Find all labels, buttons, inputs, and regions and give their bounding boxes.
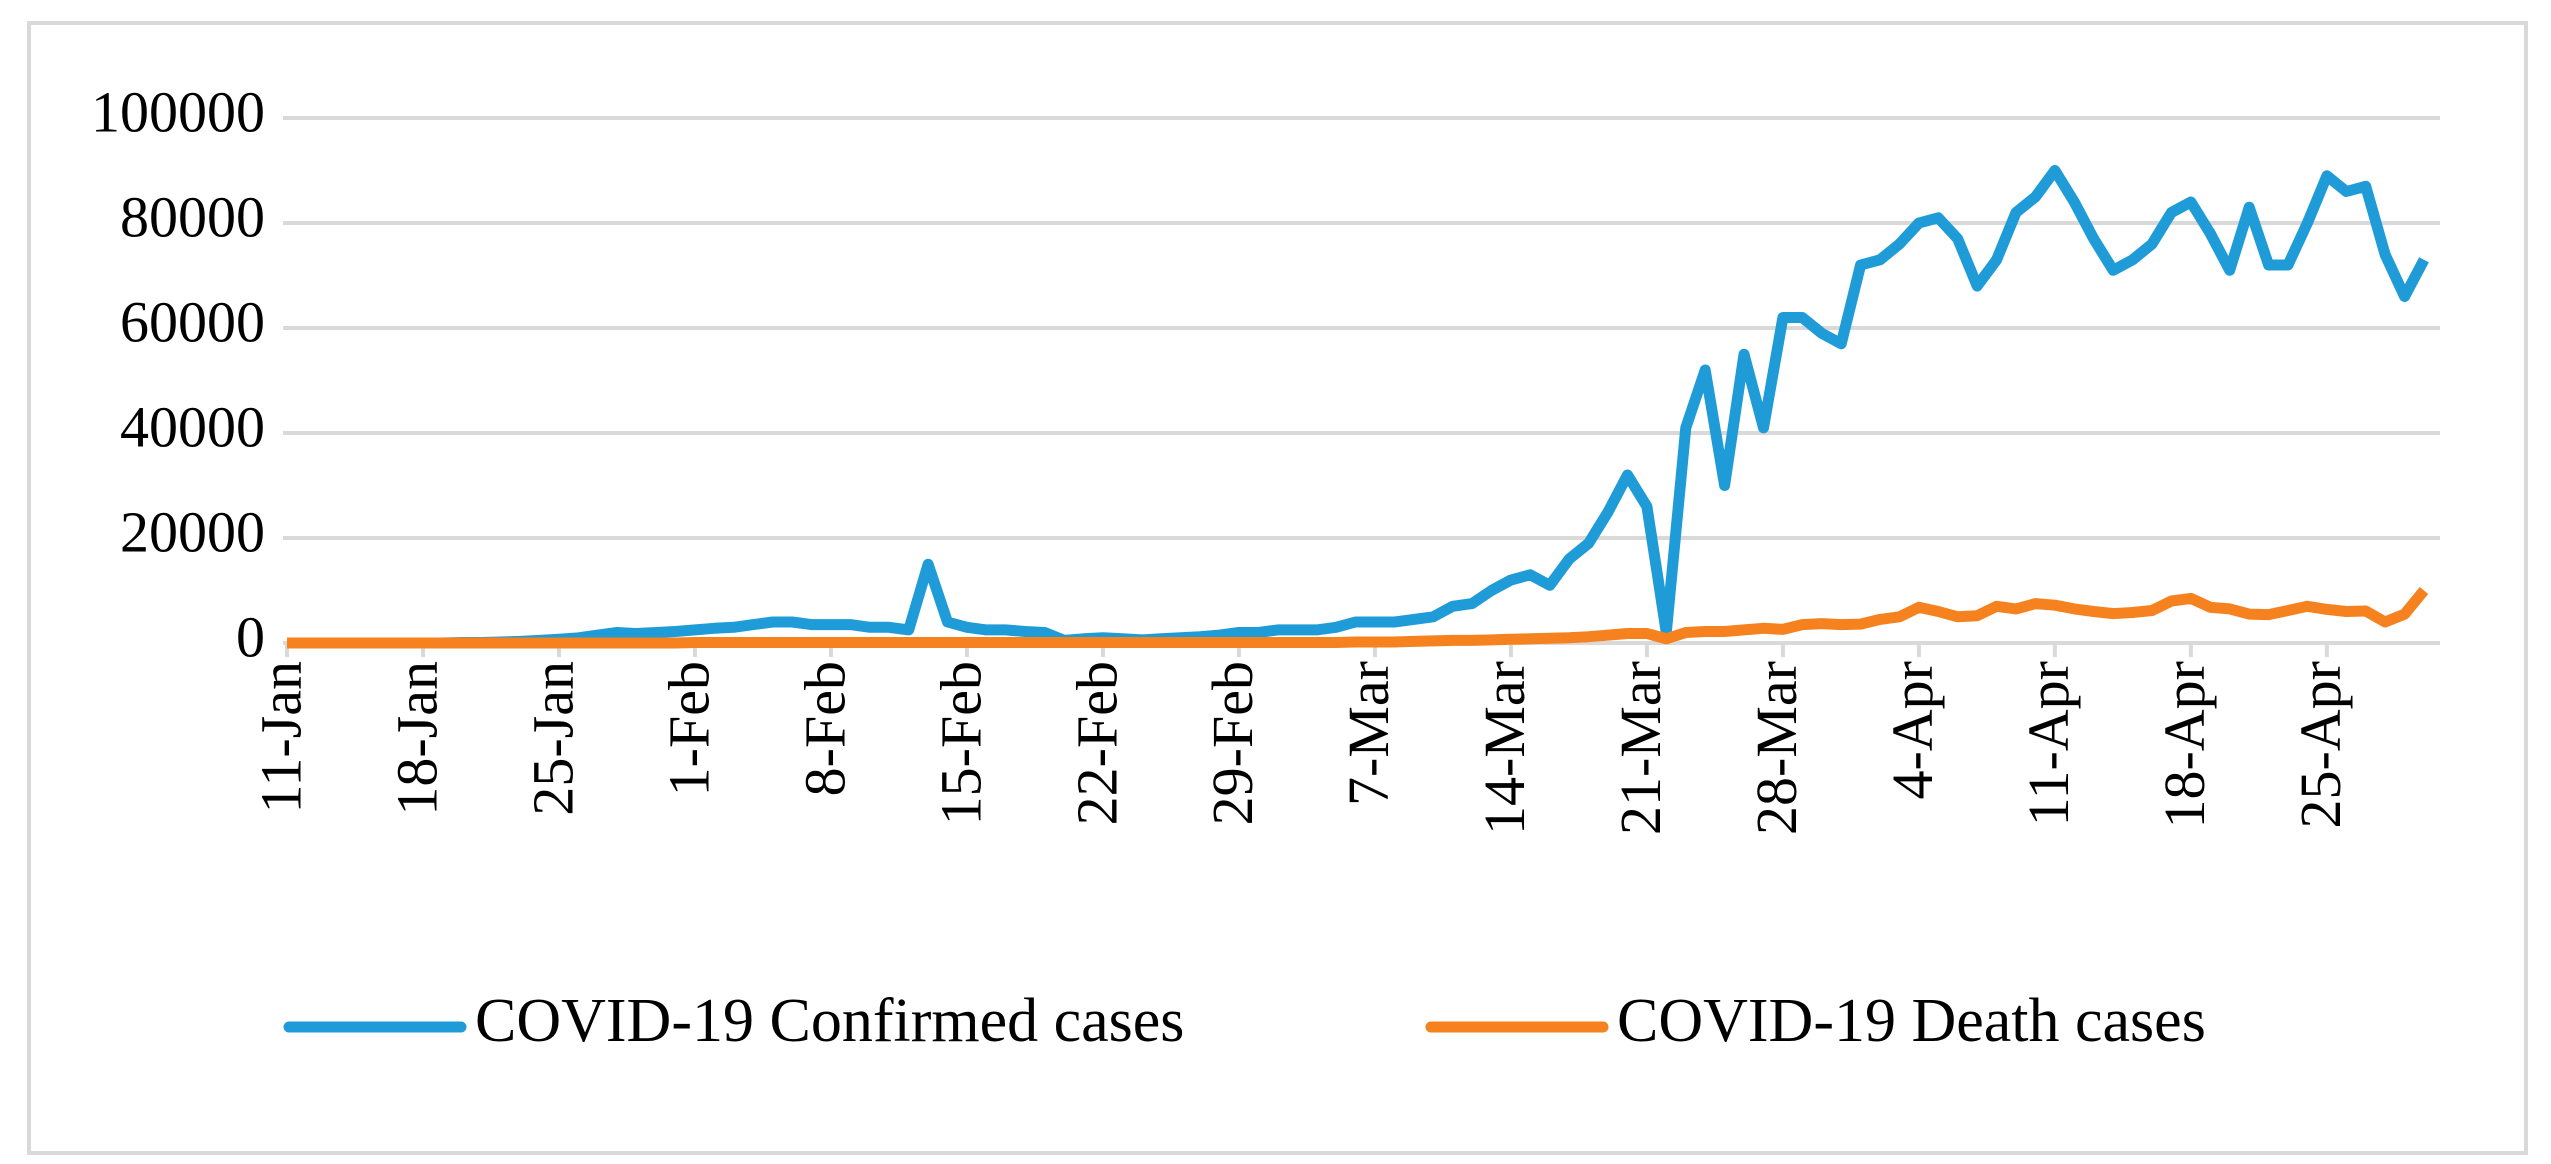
y-tick-label: 40000 — [120, 394, 265, 459]
legend-label: COVID-19 Death cases — [1617, 987, 2206, 1055]
x-tick-label: 18-Apr — [2152, 661, 2217, 829]
x-tick-label: 22-Feb — [1064, 661, 1129, 825]
x-tick-label: 1-Feb — [656, 661, 721, 796]
x-tick-label: 25-Apr — [2288, 661, 2353, 829]
x-tick-label: 15-Feb — [928, 661, 993, 825]
x-tick-label: 11-Apr — [2016, 661, 2081, 826]
x-tick-label: 29-Feb — [1200, 661, 1265, 825]
y-tick-label: 20000 — [120, 499, 265, 564]
x-tick-label: 25-Jan — [520, 661, 585, 816]
x-tick-label: 28-Mar — [1744, 661, 1809, 835]
y-tick-label: 100000 — [91, 79, 265, 144]
y-tick-label: 60000 — [120, 289, 265, 354]
x-tick-label: 7-Mar — [1336, 661, 1401, 806]
x-tick-label: 14-Mar — [1472, 661, 1537, 835]
x-tick-label: 8-Feb — [792, 661, 857, 796]
x-tick-label: 4-Apr — [1880, 661, 1945, 800]
x-tick-label: 21-Mar — [1608, 661, 1673, 835]
series-line — [287, 165, 2429, 649]
chart-border — [27, 21, 2528, 1155]
y-tick-label: 0 — [236, 604, 265, 669]
y-tick-label: 80000 — [120, 184, 265, 249]
series-line — [287, 587, 2429, 649]
x-tick-label: 11-Jan — [248, 661, 313, 813]
legend-label: COVID-19 Confirmed cases — [475, 987, 1184, 1055]
x-tick-label: 18-Jan — [384, 661, 449, 816]
